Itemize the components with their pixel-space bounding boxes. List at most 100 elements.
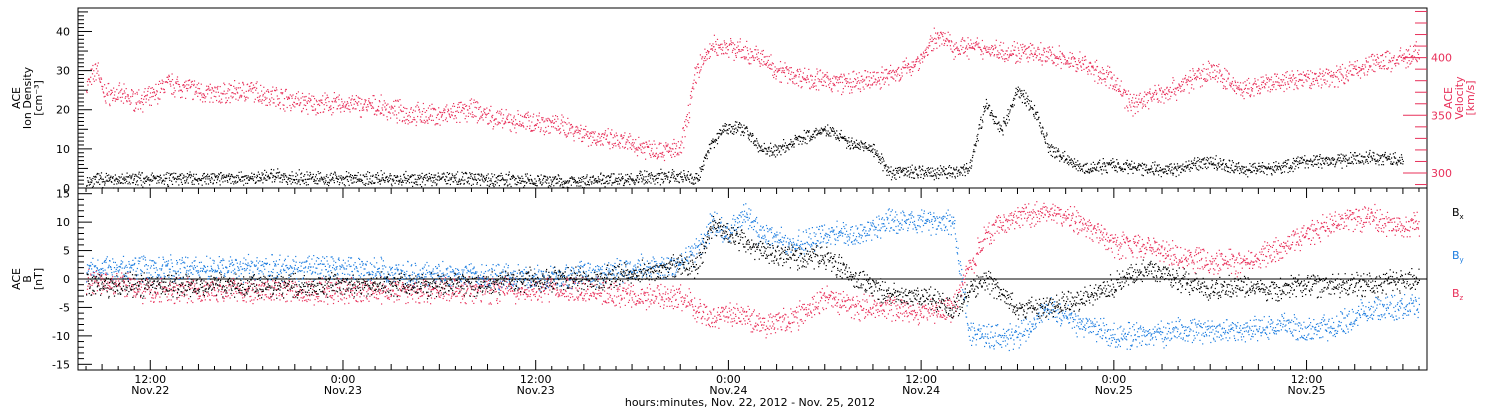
data-point — [313, 95, 315, 97]
data-point — [749, 48, 751, 50]
data-point — [731, 42, 733, 44]
data-point — [1077, 64, 1079, 66]
data-point — [606, 175, 608, 178]
data-point — [636, 175, 638, 177]
data-point — [663, 172, 666, 174]
data-point — [211, 178, 213, 180]
data-point — [157, 103, 159, 105]
data-point — [1014, 46, 1016, 48]
data-point — [288, 96, 290, 98]
data-point — [347, 102, 349, 104]
data-point — [417, 184, 419, 186]
data-point — [222, 177, 224, 179]
data-point — [220, 102, 222, 104]
data-point — [734, 128, 736, 130]
data-point — [1018, 49, 1020, 51]
data-point — [984, 45, 986, 47]
data-point — [304, 99, 306, 101]
data-point — [1004, 60, 1006, 63]
data-point — [462, 173, 465, 175]
data-point — [172, 176, 174, 178]
data-point — [171, 73, 173, 75]
data-point — [140, 184, 143, 186]
data-point — [363, 183, 365, 186]
data-point — [541, 183, 543, 186]
data-point — [254, 182, 256, 184]
data-point — [845, 80, 847, 82]
data-point — [480, 175, 482, 177]
data-point — [295, 96, 297, 98]
data-point — [100, 172, 103, 174]
data-point — [1278, 77, 1280, 79]
data-point — [896, 75, 898, 77]
data-point — [1268, 80, 1270, 82]
data-point — [783, 69, 785, 72]
data-point — [202, 93, 204, 95]
data-point — [873, 81, 875, 84]
data-point — [646, 146, 648, 148]
data-point — [1079, 51, 1081, 53]
data-point — [573, 177, 575, 179]
data-point — [282, 92, 284, 94]
data-point — [847, 145, 849, 147]
data-point — [91, 73, 94, 75]
data-point — [588, 184, 590, 186]
data-point — [759, 62, 761, 64]
data-point — [368, 181, 370, 183]
data-point — [1149, 91, 1151, 93]
data-point — [159, 174, 161, 176]
data-point — [550, 179, 552, 181]
data-point — [848, 73, 850, 75]
data-point — [840, 136, 842, 138]
data-point — [859, 144, 861, 146]
data-point — [622, 137, 625, 139]
data-point — [952, 51, 954, 53]
data-point — [971, 43, 973, 45]
data-point — [989, 48, 991, 50]
data-point — [306, 171, 308, 173]
data-point — [414, 119, 416, 121]
data-point — [650, 182, 652, 184]
data-point — [1054, 55, 1056, 57]
data-point — [255, 89, 257, 91]
data-point — [1152, 95, 1154, 97]
data-point — [387, 181, 389, 183]
data-point — [168, 177, 170, 179]
data-point — [753, 144, 755, 146]
data-point — [1349, 61, 1351, 63]
data-point — [752, 57, 755, 59]
data-point — [769, 67, 771, 69]
data-point — [363, 109, 365, 111]
data-point — [787, 147, 789, 149]
data-point — [1180, 85, 1182, 87]
data-point — [822, 72, 824, 74]
data-point — [791, 146, 793, 148]
data-point — [477, 120, 479, 122]
data-point — [593, 179, 595, 181]
data-point — [840, 129, 842, 132]
data-point — [120, 176, 122, 178]
data-point — [594, 131, 596, 133]
data-point — [131, 95, 134, 97]
data-point — [350, 177, 353, 179]
data-point — [818, 80, 820, 83]
data-point — [569, 124, 572, 126]
data-point — [1301, 84, 1303, 86]
data-point — [351, 175, 353, 177]
data-point — [272, 175, 274, 177]
data-point — [1054, 57, 1056, 59]
data-point — [706, 54, 708, 56]
data-point — [923, 174, 925, 176]
data-point — [497, 121, 499, 123]
data-point — [623, 147, 625, 149]
data-point — [553, 122, 555, 124]
data-point — [1236, 86, 1238, 88]
data-point — [458, 102, 460, 104]
data-point — [841, 137, 843, 139]
data-point — [353, 99, 355, 101]
data-point — [833, 75, 835, 77]
data-point — [591, 181, 593, 183]
data-point — [386, 175, 388, 178]
data-point — [1389, 60, 1391, 62]
data-point — [1091, 65, 1093, 67]
